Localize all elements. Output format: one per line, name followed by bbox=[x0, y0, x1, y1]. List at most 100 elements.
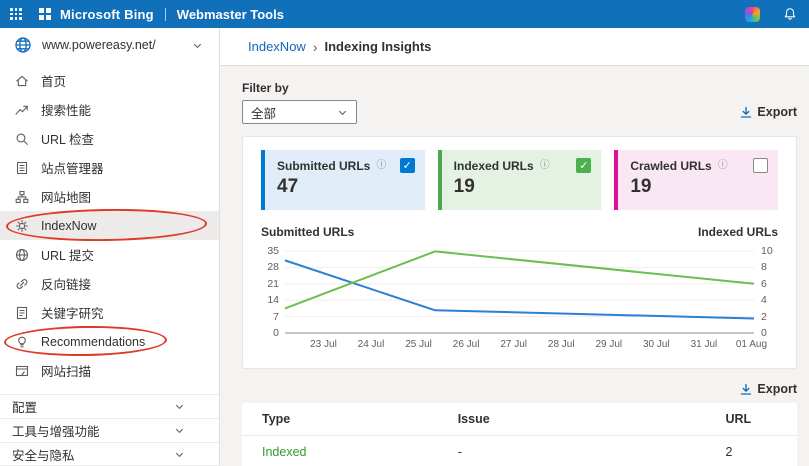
sidebar-item-label: 站点管理器 bbox=[41, 162, 104, 176]
sidebar-item-recommendations[interactable]: Recommendations bbox=[0, 324, 219, 358]
sitemap-icon bbox=[14, 189, 30, 205]
filter-by-label: Filter by bbox=[242, 81, 289, 95]
copilot-icon[interactable] bbox=[745, 6, 760, 22]
brand-divider bbox=[164, 7, 166, 21]
sidebar-item-label: 关键字研究 bbox=[41, 307, 104, 321]
breadcrumb: IndexNow › Indexing Insights bbox=[220, 28, 809, 66]
chevron-down-icon bbox=[175, 428, 184, 434]
export-label: Export bbox=[757, 105, 797, 119]
export-button-top[interactable]: Export bbox=[740, 105, 797, 119]
breadcrumb-link-indexnow[interactable]: IndexNow bbox=[248, 39, 306, 54]
card-crawled-urls[interactable]: Crawled URLs ⓘ 19 bbox=[614, 150, 779, 210]
sidebar-item-search-performance[interactable]: 搜索性能 bbox=[0, 95, 219, 124]
site-selector-label: www.powereasy.net/ bbox=[42, 38, 156, 52]
info-icon[interactable]: ⓘ bbox=[376, 159, 387, 171]
site-globe-icon bbox=[15, 37, 31, 53]
sidebar-nav: 首页 搜索性能 URL 检查 站点管理器 网站地图 IndexNow bbox=[0, 62, 219, 385]
checkbox-indexed[interactable]: ✓ bbox=[576, 158, 592, 173]
sidebar-item-site-explorer[interactable]: 站点管理器 bbox=[0, 153, 219, 182]
checkbox-crawled[interactable] bbox=[753, 158, 769, 173]
col-issue: Issue bbox=[457, 412, 490, 426]
page-title: Indexing Insights bbox=[324, 39, 432, 54]
sidebar-group-security[interactable]: 安全与隐私 bbox=[0, 442, 219, 466]
group-label: 工具与增强功能 bbox=[12, 425, 100, 439]
sidebar-item-label: Recommendations bbox=[41, 334, 146, 349]
x-axis-labels: 23 Jul 24 Jul 25 Jul 26 Jul 27 Jul 28 Jul 29 J… bbox=[310, 339, 768, 350]
top-bar: Microsoft Bing Webmaster Tools bbox=[0, 0, 809, 28]
content-area: Filter by 全部 Export Submitted URLs ⓘ bbox=[220, 66, 809, 466]
sidebar-group-tools[interactable]: 工具与增强功能 bbox=[0, 418, 219, 442]
group-label: 配置 bbox=[12, 401, 38, 415]
insights-panel: Submitted URLs ⓘ ✓ 47 Indexed URLs ⓘ ✓ 1… bbox=[242, 136, 797, 369]
export-button-table[interactable]: Export bbox=[740, 382, 797, 396]
sidebar-item-url-submission[interactable]: URL 提交 bbox=[0, 240, 219, 269]
home-icon bbox=[14, 73, 30, 89]
card-value: 19 bbox=[453, 176, 475, 197]
sidebar-item-backlinks[interactable]: 反向链接 bbox=[0, 269, 219, 298]
filter-selected-value: 全部 bbox=[251, 106, 277, 121]
card-submitted-urls[interactable]: Submitted URLs ⓘ ✓ 47 bbox=[261, 150, 425, 210]
col-type: Type bbox=[262, 412, 291, 426]
metric-cards: Submitted URLs ⓘ ✓ 47 Indexed URLs ⓘ ✓ 1… bbox=[261, 150, 779, 210]
filter-dropdown[interactable]: 全部 bbox=[242, 100, 357, 124]
card-indexed-urls[interactable]: Indexed URLs ⓘ ✓ 19 bbox=[437, 150, 602, 210]
sidebar-item-url-inspection[interactable]: URL 检查 bbox=[0, 124, 219, 153]
chart-plot-area bbox=[285, 251, 754, 333]
cell-type: Indexed bbox=[262, 444, 307, 459]
brand-name: Microsoft Bing bbox=[60, 6, 154, 22]
card-title: Submitted URLs bbox=[277, 158, 371, 173]
sidebar: www.powereasy.net/ 首页 搜索性能 URL 检查 站点管理器 bbox=[0, 28, 220, 466]
performance-icon bbox=[14, 102, 30, 118]
sidebar-groups: 配置 工具与增强功能 安全与隐私 bbox=[0, 394, 219, 466]
left-axis-title: Submitted URLs bbox=[261, 225, 355, 239]
keyword-icon bbox=[14, 305, 30, 321]
chevron-down-icon bbox=[175, 404, 184, 410]
sidebar-item-indexnow[interactable]: IndexNow bbox=[0, 207, 219, 243]
export-label: Export bbox=[757, 382, 797, 396]
chevron-down-icon bbox=[193, 43, 202, 48]
app-launcher-icon[interactable] bbox=[10, 8, 22, 20]
table-row[interactable]: Indexed - 2 bbox=[242, 436, 797, 466]
table-header-row: Type Issue URL bbox=[242, 403, 797, 436]
site-explorer-icon bbox=[14, 160, 30, 176]
sidebar-item-label: 网站地图 bbox=[41, 191, 92, 205]
sidebar-group-configuration[interactable]: 配置 bbox=[0, 394, 219, 418]
breadcrumb-separator: › bbox=[312, 38, 318, 55]
chevron-down-icon bbox=[175, 452, 184, 457]
sidebar-item-label: URL 提交 bbox=[41, 249, 95, 263]
right-axis-title: Indexed URLs bbox=[697, 225, 778, 239]
cell-issue: - bbox=[457, 444, 462, 459]
magnifier-icon bbox=[14, 131, 30, 147]
sidebar-item-label: 网站扫描 bbox=[41, 365, 92, 379]
y-axis-left-ticks: 35 28 21 14 7 0 bbox=[267, 245, 279, 339]
line-chart: 35 28 21 14 7 0 23 Jul 24 Jul 25 Jul 26 Jul 27 Ju… bbox=[261, 245, 778, 356]
card-value: 47 bbox=[277, 176, 299, 197]
microsoft-logo bbox=[38, 7, 51, 21]
sidebar-item-label: 搜索性能 bbox=[41, 104, 92, 118]
download-icon bbox=[741, 383, 752, 395]
chevron-down-icon bbox=[338, 110, 347, 115]
info-icon[interactable]: ⓘ bbox=[539, 159, 550, 171]
cell-url: 2 bbox=[725, 444, 733, 459]
sidebar-item-keyword-research[interactable]: 关键字研究 bbox=[0, 298, 219, 327]
sidebar-item-sitemaps[interactable]: 网站地图 bbox=[0, 182, 219, 211]
info-icon[interactable]: ⓘ bbox=[717, 159, 728, 171]
notifications-bell-icon[interactable] bbox=[783, 7, 797, 21]
card-title: Crawled URLs bbox=[630, 158, 712, 173]
sidebar-item-label: IndexNow bbox=[41, 218, 97, 233]
sidebar-item-label: URL 检查 bbox=[41, 133, 95, 147]
col-url: URL bbox=[725, 412, 752, 426]
checkbox-submitted[interactable]: ✓ bbox=[399, 158, 415, 173]
red-circle-annotation-indexnow bbox=[5, 207, 208, 243]
product-name: Webmaster Tools bbox=[176, 6, 284, 22]
sidebar-item-home[interactable]: 首页 bbox=[0, 66, 219, 95]
link-icon bbox=[14, 276, 30, 292]
card-value: 19 bbox=[630, 176, 652, 197]
scan-icon bbox=[14, 363, 30, 379]
site-selector[interactable]: www.powereasy.net/ bbox=[0, 28, 219, 62]
sidebar-item-site-scan[interactable]: 网站扫描 bbox=[0, 356, 219, 385]
sidebar-item-label: 首页 bbox=[41, 75, 67, 89]
issues-table: Type Issue URL Indexed - 2 bbox=[242, 403, 797, 466]
card-title: Indexed URLs bbox=[453, 158, 534, 173]
download-icon bbox=[741, 106, 752, 118]
